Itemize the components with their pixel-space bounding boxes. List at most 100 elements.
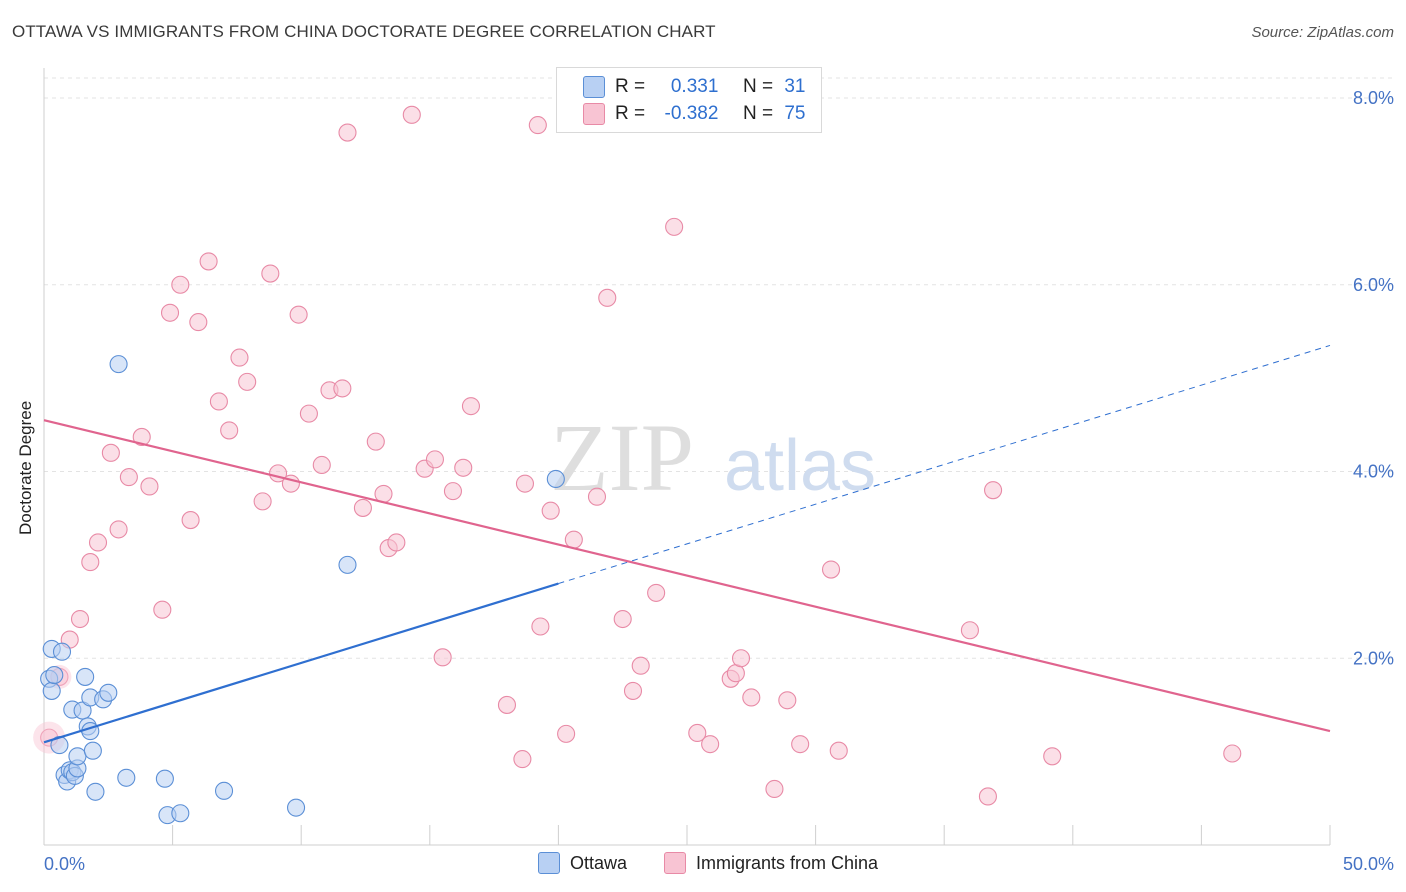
ottawa-points	[40, 355, 565, 825]
china-point	[731, 649, 751, 668]
ottawa-point	[109, 355, 128, 374]
legend-n-label: N =	[742, 103, 774, 124]
china-point	[366, 432, 385, 451]
china-point	[515, 474, 535, 493]
legend-item-china[interactable]: Immigrants from China	[664, 852, 878, 874]
ottawa-point	[338, 555, 357, 574]
china-point	[433, 648, 452, 667]
china-point	[299, 404, 318, 423]
axis-tick-labels: 2.0% 4.0% 6.0% 8.0% 0.0% 50.0%	[44, 88, 1394, 874]
china-point	[70, 609, 90, 629]
china-point	[557, 724, 576, 743]
china-point	[387, 533, 406, 552]
china-point	[253, 492, 272, 511]
legend-label-china: Immigrants from China	[696, 852, 879, 873]
legend-n-label: N =	[742, 76, 774, 97]
china-point	[647, 583, 666, 602]
china-point	[425, 450, 444, 469]
china-point	[531, 617, 550, 636]
ottawa-point	[68, 747, 87, 766]
china-point	[181, 511, 200, 530]
china-point	[960, 621, 979, 640]
china-point	[353, 498, 372, 517]
china-point	[765, 779, 784, 799]
china-legend-swatch	[664, 852, 686, 874]
y-tick-label: 4.0%	[1353, 462, 1394, 482]
axes	[43, 68, 1331, 846]
ottawa-point	[45, 666, 64, 685]
ottawa-swatch	[583, 76, 605, 98]
china-point	[631, 656, 650, 675]
china-point	[101, 443, 120, 462]
china-point	[1043, 747, 1062, 766]
legend-label-ottawa: Ottawa	[570, 852, 628, 873]
china-point	[209, 392, 228, 411]
china-point	[513, 750, 532, 769]
ottawa-point	[214, 781, 234, 800]
china-point	[230, 348, 249, 367]
ottawa-point	[171, 804, 190, 823]
china-point	[289, 305, 308, 324]
china-point	[88, 533, 108, 552]
china-point	[688, 723, 707, 743]
ottawa-point	[117, 768, 136, 787]
china-point	[333, 379, 352, 398]
china-point	[312, 455, 331, 475]
y-tick-label: 6.0%	[1353, 275, 1394, 295]
y-tick-label: 2.0%	[1353, 648, 1394, 668]
china-point	[338, 123, 357, 142]
china-point	[132, 427, 151, 447]
china-point	[778, 691, 797, 710]
x-tick-label-min: 0.0%	[44, 854, 85, 874]
china-point	[454, 458, 473, 477]
china-point	[160, 303, 180, 322]
series-legend: Ottawa Immigrants from China	[0, 852, 1406, 878]
china-swatch	[583, 103, 605, 125]
china-point	[623, 681, 643, 700]
china-point	[402, 105, 421, 124]
china-point	[791, 735, 810, 754]
chart-title: OTTAWA VS IMMIGRANTS FROM CHINA DOCTORAT…	[12, 22, 716, 41]
china-point	[528, 116, 547, 135]
legend-r-value: -0.382	[664, 103, 719, 124]
china-trend-line	[43, 419, 1331, 733]
legend-r-value: 0.331	[670, 76, 719, 97]
china-point	[81, 553, 100, 572]
ottawa-point	[546, 469, 565, 489]
y-tick-label: 8.0%	[1353, 88, 1394, 108]
china-point	[821, 560, 841, 579]
china-point	[238, 372, 257, 391]
china-point	[984, 481, 1003, 500]
china-point	[742, 688, 761, 707]
watermark: ZIP atlas	[550, 404, 876, 511]
china-point	[564, 530, 583, 549]
china-point	[978, 787, 997, 806]
ottawa-point	[99, 683, 118, 702]
china-point	[140, 477, 159, 496]
china-point	[220, 421, 239, 440]
legend-item-ottawa[interactable]: Ottawa	[538, 852, 627, 874]
china-point	[1223, 744, 1242, 763]
china-point	[119, 468, 138, 487]
legend-n-value: 75	[784, 103, 806, 124]
china-point	[189, 313, 208, 332]
ottawa-point	[287, 798, 306, 817]
source-credit: Source: ZipAtlas.com	[1251, 24, 1394, 41]
china-point	[109, 520, 128, 539]
china-point	[443, 482, 462, 501]
ottawa-point	[86, 782, 105, 801]
legend-r-label: R =	[615, 103, 646, 124]
ottawa-point	[76, 667, 95, 686]
ottawa-point	[83, 741, 102, 760]
china-point	[701, 735, 720, 754]
ottawa-point	[155, 769, 174, 788]
ottawa-point	[52, 642, 72, 661]
correlation-legend: R = 0.331 N = 31 R = -0.382 N = 75	[556, 67, 822, 133]
ottawa-trend-line	[43, 582, 559, 744]
legend-r-label: R =	[615, 76, 646, 97]
china-point	[199, 252, 218, 271]
china-point	[541, 501, 560, 520]
china-point	[598, 288, 617, 307]
china-point	[153, 600, 172, 619]
